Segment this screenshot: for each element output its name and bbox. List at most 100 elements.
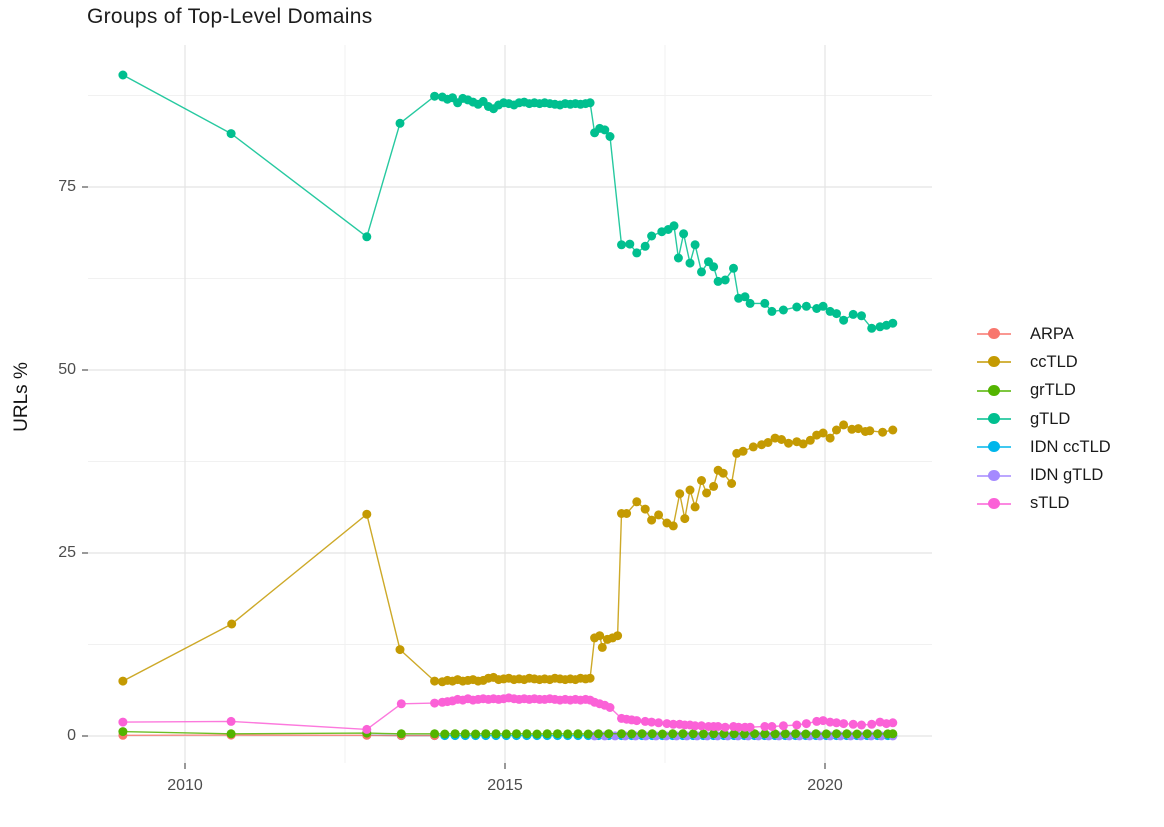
data-point-ccTLD[interactable]: [818, 428, 828, 438]
data-point-grTLD[interactable]: [522, 729, 532, 739]
data-point-gTLD[interactable]: [118, 70, 128, 80]
data-point-ccTLD[interactable]: [777, 435, 786, 444]
data-point-sTLD[interactable]: [647, 717, 657, 727]
data-point-ccTLD[interactable]: [680, 514, 690, 524]
data-point-sTLD[interactable]: [818, 716, 828, 726]
data-point-grTLD[interactable]: [678, 729, 688, 739]
data-point-grTLD[interactable]: [563, 729, 573, 739]
data-point-grTLD[interactable]: [583, 729, 593, 739]
data-point-gTLD[interactable]: [740, 292, 750, 302]
data-point-grTLD[interactable]: [491, 729, 501, 739]
legend-entry-IDN gTLD[interactable]: IDN gTLD: [977, 461, 1111, 489]
data-point-grTLD[interactable]: [668, 729, 678, 739]
data-point-ccTLD[interactable]: [853, 424, 863, 434]
legend-entry-ccTLD[interactable]: ccTLD: [977, 348, 1111, 376]
data-point-ccTLD[interactable]: [647, 515, 657, 525]
data-point-ccTLD[interactable]: [654, 510, 664, 520]
data-point-grTLD[interactable]: [821, 729, 831, 739]
data-point-sTLD[interactable]: [690, 721, 700, 731]
data-point-grTLD[interactable]: [698, 729, 708, 739]
data-point-grTLD[interactable]: [729, 729, 739, 739]
data-point-gTLD[interactable]: [720, 275, 730, 285]
data-point-ccTLD[interactable]: [690, 502, 700, 512]
data-point-grTLD[interactable]: [750, 729, 760, 739]
legend-entry-IDN ccTLD[interactable]: IDN ccTLD: [977, 433, 1111, 461]
data-point-sTLD[interactable]: [778, 721, 788, 731]
data-point-grTLD[interactable]: [811, 729, 821, 739]
data-point-ccTLD[interactable]: [825, 433, 835, 443]
data-point-gTLD[interactable]: [801, 301, 811, 311]
data-point-ccTLD[interactable]: [632, 497, 642, 507]
data-point-gTLD[interactable]: [673, 253, 683, 263]
data-point-gTLD[interactable]: [818, 301, 828, 311]
data-point-grTLD[interactable]: [739, 729, 749, 739]
data-point-grTLD[interactable]: [801, 729, 811, 739]
data-point-sTLD[interactable]: [745, 722, 755, 732]
data-point-sTLD[interactable]: [857, 720, 866, 730]
data-point-sTLD[interactable]: [668, 719, 678, 729]
data-point-gTLD[interactable]: [792, 302, 802, 312]
data-point-ccTLD[interactable]: [798, 439, 808, 449]
data-point-gTLD[interactable]: [767, 306, 777, 316]
data-point-sTLD[interactable]: [605, 703, 615, 712]
data-point-grTLD[interactable]: [647, 729, 657, 739]
data-point-sTLD[interactable]: [430, 698, 440, 708]
data-point-gTLD[interactable]: [745, 298, 755, 308]
data-point-grTLD[interactable]: [791, 729, 801, 739]
data-point-grTLD[interactable]: [593, 729, 603, 739]
data-point-gTLD[interactable]: [640, 241, 650, 251]
data-point-ccTLD[interactable]: [888, 425, 898, 435]
data-point-gTLD[interactable]: [647, 231, 657, 241]
data-point-gTLD[interactable]: [848, 309, 858, 319]
data-point-grTLD[interactable]: [471, 729, 481, 739]
data-point-gTLD[interactable]: [226, 129, 236, 139]
data-point-sTLD[interactable]: [720, 722, 730, 732]
data-point-sTLD[interactable]: [654, 718, 664, 728]
data-point-ccTLD[interactable]: [727, 479, 737, 488]
data-point-gTLD[interactable]: [857, 311, 866, 321]
data-point-sTLD[interactable]: [867, 719, 877, 729]
data-point-grTLD[interactable]: [842, 729, 852, 739]
data-point-ccTLD[interactable]: [784, 438, 793, 448]
data-point-gTLD[interactable]: [690, 240, 700, 250]
data-point-sTLD[interactable]: [226, 716, 236, 726]
data-point-gTLD[interactable]: [600, 125, 610, 135]
data-point-gTLD[interactable]: [709, 262, 719, 272]
data-point-gTLD[interactable]: [395, 118, 405, 128]
data-point-ccTLD[interactable]: [118, 676, 128, 686]
data-point-ccTLD[interactable]: [227, 619, 237, 629]
data-point-gTLD[interactable]: [605, 132, 615, 141]
data-point-grTLD[interactable]: [688, 729, 698, 739]
data-point-sTLD[interactable]: [767, 722, 777, 731]
data-point-ccTLD[interactable]: [622, 509, 632, 518]
data-point-grTLD[interactable]: [226, 729, 236, 739]
data-point-gTLD[interactable]: [839, 315, 849, 325]
data-point-sTLD[interactable]: [362, 724, 372, 734]
data-point-gTLD[interactable]: [760, 298, 770, 308]
data-point-sTLD[interactable]: [760, 722, 770, 731]
data-point-grTLD[interactable]: [460, 729, 470, 739]
data-point-sTLD[interactable]: [792, 720, 802, 730]
data-point-gTLD[interactable]: [617, 240, 626, 250]
data-point-ccTLD[interactable]: [763, 438, 773, 447]
data-point-ccTLD[interactable]: [362, 509, 372, 519]
data-point-grTLD[interactable]: [770, 729, 780, 739]
data-point-gTLD[interactable]: [697, 267, 706, 277]
data-point-ccTLD[interactable]: [597, 642, 607, 652]
data-point-grTLD[interactable]: [780, 729, 790, 739]
data-point-gTLD[interactable]: [685, 258, 695, 268]
legend-entry-sTLD[interactable]: sTLD: [977, 490, 1111, 518]
data-point-grTLD[interactable]: [617, 729, 626, 739]
data-point-sTLD[interactable]: [848, 719, 858, 729]
data-point-grTLD[interactable]: [862, 729, 872, 739]
data-point-grTLD[interactable]: [852, 729, 862, 739]
data-point-ccTLD[interactable]: [718, 468, 728, 478]
data-point-grTLD[interactable]: [542, 729, 552, 739]
data-point-gTLD[interactable]: [632, 248, 642, 258]
data-point-sTLD[interactable]: [118, 717, 128, 727]
data-point-grTLD[interactable]: [627, 729, 637, 739]
data-point-ccTLD[interactable]: [865, 426, 875, 436]
data-point-ccTLD[interactable]: [738, 446, 748, 456]
data-point-grTLD[interactable]: [637, 729, 647, 739]
data-point-grTLD[interactable]: [430, 729, 440, 739]
